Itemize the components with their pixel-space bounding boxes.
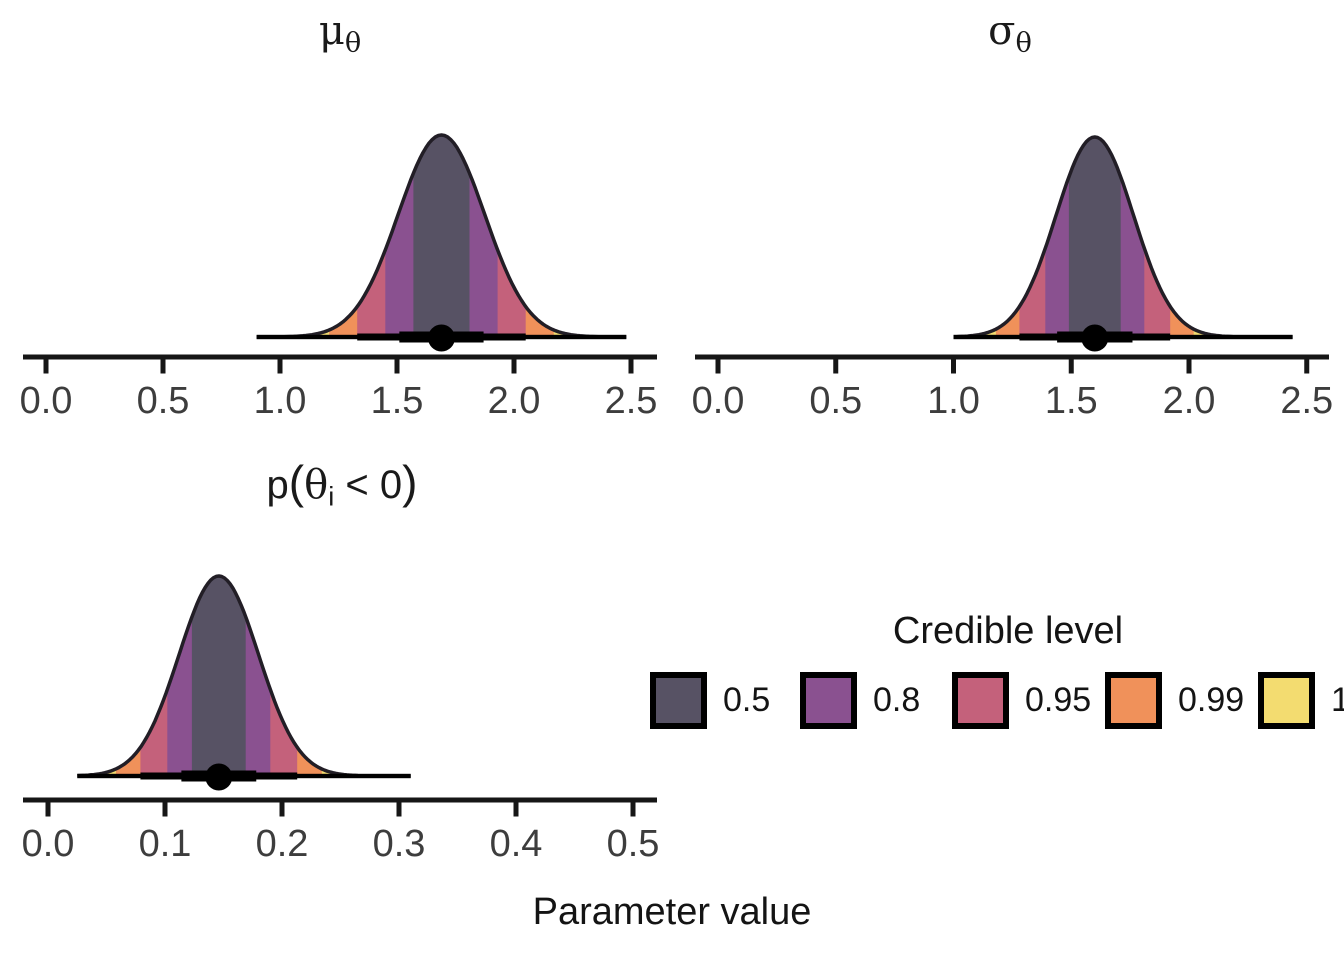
x-tick-mu_theta bbox=[160, 359, 166, 374]
panel-sigma_theta bbox=[695, 135, 1329, 374]
x-tick-label-mu_theta: 0.5 bbox=[136, 380, 190, 422]
x-tick-p_theta_lt_0 bbox=[630, 802, 636, 817]
x-tick-label-mu_theta: 2.5 bbox=[604, 380, 658, 422]
panel-title-p_theta_lt_0: p(θi < 0) bbox=[266, 456, 418, 512]
credible-band-0.5-sigma_theta bbox=[1068, 137, 1121, 337]
x-tick-p_theta_lt_0 bbox=[396, 802, 402, 817]
legend-label-0.99: 0.99 bbox=[1178, 681, 1245, 719]
x-tick-label-mu_theta: 1.5 bbox=[370, 380, 424, 422]
x-tick-mu_theta bbox=[628, 359, 634, 374]
x-tick-label-mu_theta: 1.0 bbox=[253, 380, 307, 422]
legend-label-0.95: 0.95 bbox=[1025, 681, 1092, 719]
x-tick-label-sigma_theta: 0.0 bbox=[691, 380, 745, 422]
x-axis-line-p_theta_lt_0 bbox=[23, 797, 657, 803]
x-tick-label-p_theta_lt_0: 0.0 bbox=[21, 823, 75, 865]
point-estimate-sigma_theta bbox=[1081, 324, 1109, 352]
x-tick-label-p_theta_lt_0: 0.1 bbox=[138, 823, 192, 865]
x-tick-label-p_theta_lt_0: 0.3 bbox=[372, 823, 426, 865]
x-tick-label-sigma_theta: 1.0 bbox=[927, 380, 980, 422]
x-tick-label-sigma_theta: 0.5 bbox=[809, 380, 863, 422]
x-tick-label-sigma_theta: 1.5 bbox=[1044, 380, 1098, 422]
x-tick-mu_theta bbox=[277, 359, 283, 374]
x-tick-label-mu_theta: 2.0 bbox=[487, 380, 541, 422]
x-tick-mu_theta bbox=[511, 359, 517, 374]
x-tick-p_theta_lt_0 bbox=[162, 802, 168, 817]
legend-label-0.5: 0.5 bbox=[723, 681, 771, 719]
x-tick-p_theta_lt_0 bbox=[279, 802, 285, 817]
legend-swatch-0.5 bbox=[650, 672, 707, 729]
x-axis-line-sigma_theta bbox=[695, 354, 1329, 360]
credible-band-0.5-p_theta_lt_0 bbox=[191, 576, 246, 776]
point-estimate-p_theta_lt_0 bbox=[205, 763, 233, 791]
x-tick-label-sigma_theta: 2.5 bbox=[1280, 380, 1334, 422]
x-tick-mu_theta bbox=[394, 359, 400, 374]
x-tick-sigma_theta bbox=[1186, 359, 1192, 374]
panel-mu_theta bbox=[23, 133, 657, 374]
x-axis-label: Parameter value bbox=[532, 891, 812, 933]
credible-band-0.5-mu_theta bbox=[413, 135, 470, 337]
legend-title: Credible level bbox=[892, 610, 1124, 652]
legend-swatch-0.8 bbox=[800, 672, 857, 729]
panel-title-sigma_theta: σθ bbox=[988, 8, 1032, 59]
x-tick-mu_theta bbox=[43, 359, 49, 374]
x-tick-sigma_theta bbox=[715, 359, 721, 374]
x-tick-sigma_theta bbox=[951, 359, 956, 374]
x-tick-label-p_theta_lt_0: 0.4 bbox=[489, 823, 543, 865]
x-tick-label-p_theta_lt_0: 0.5 bbox=[606, 823, 660, 865]
legend-label-1: 1 bbox=[1331, 681, 1344, 719]
x-tick-p_theta_lt_0 bbox=[513, 802, 519, 817]
x-tick-sigma_theta bbox=[1068, 359, 1074, 374]
legend-swatch-0.95 bbox=[952, 672, 1009, 729]
legend-label-0.8: 0.8 bbox=[873, 681, 921, 719]
density-outline-mu_theta bbox=[256, 133, 627, 339]
x-axis-line-mu_theta bbox=[23, 354, 657, 360]
point-estimate-mu_theta bbox=[427, 324, 455, 352]
x-tick-sigma_theta bbox=[1304, 359, 1310, 374]
legend-swatch-1 bbox=[1258, 672, 1315, 729]
x-tick-label-mu_theta: 0.0 bbox=[19, 380, 73, 422]
x-tick-label-sigma_theta: 2.0 bbox=[1162, 380, 1216, 422]
x-tick-p_theta_lt_0 bbox=[45, 802, 51, 817]
panel-p_theta_lt_0 bbox=[23, 574, 657, 817]
legend-swatch-0.99 bbox=[1105, 672, 1162, 729]
x-tick-label-p_theta_lt_0: 0.2 bbox=[255, 823, 309, 865]
panel-title-mu_theta: μθ bbox=[318, 8, 362, 59]
x-tick-sigma_theta bbox=[833, 359, 839, 374]
